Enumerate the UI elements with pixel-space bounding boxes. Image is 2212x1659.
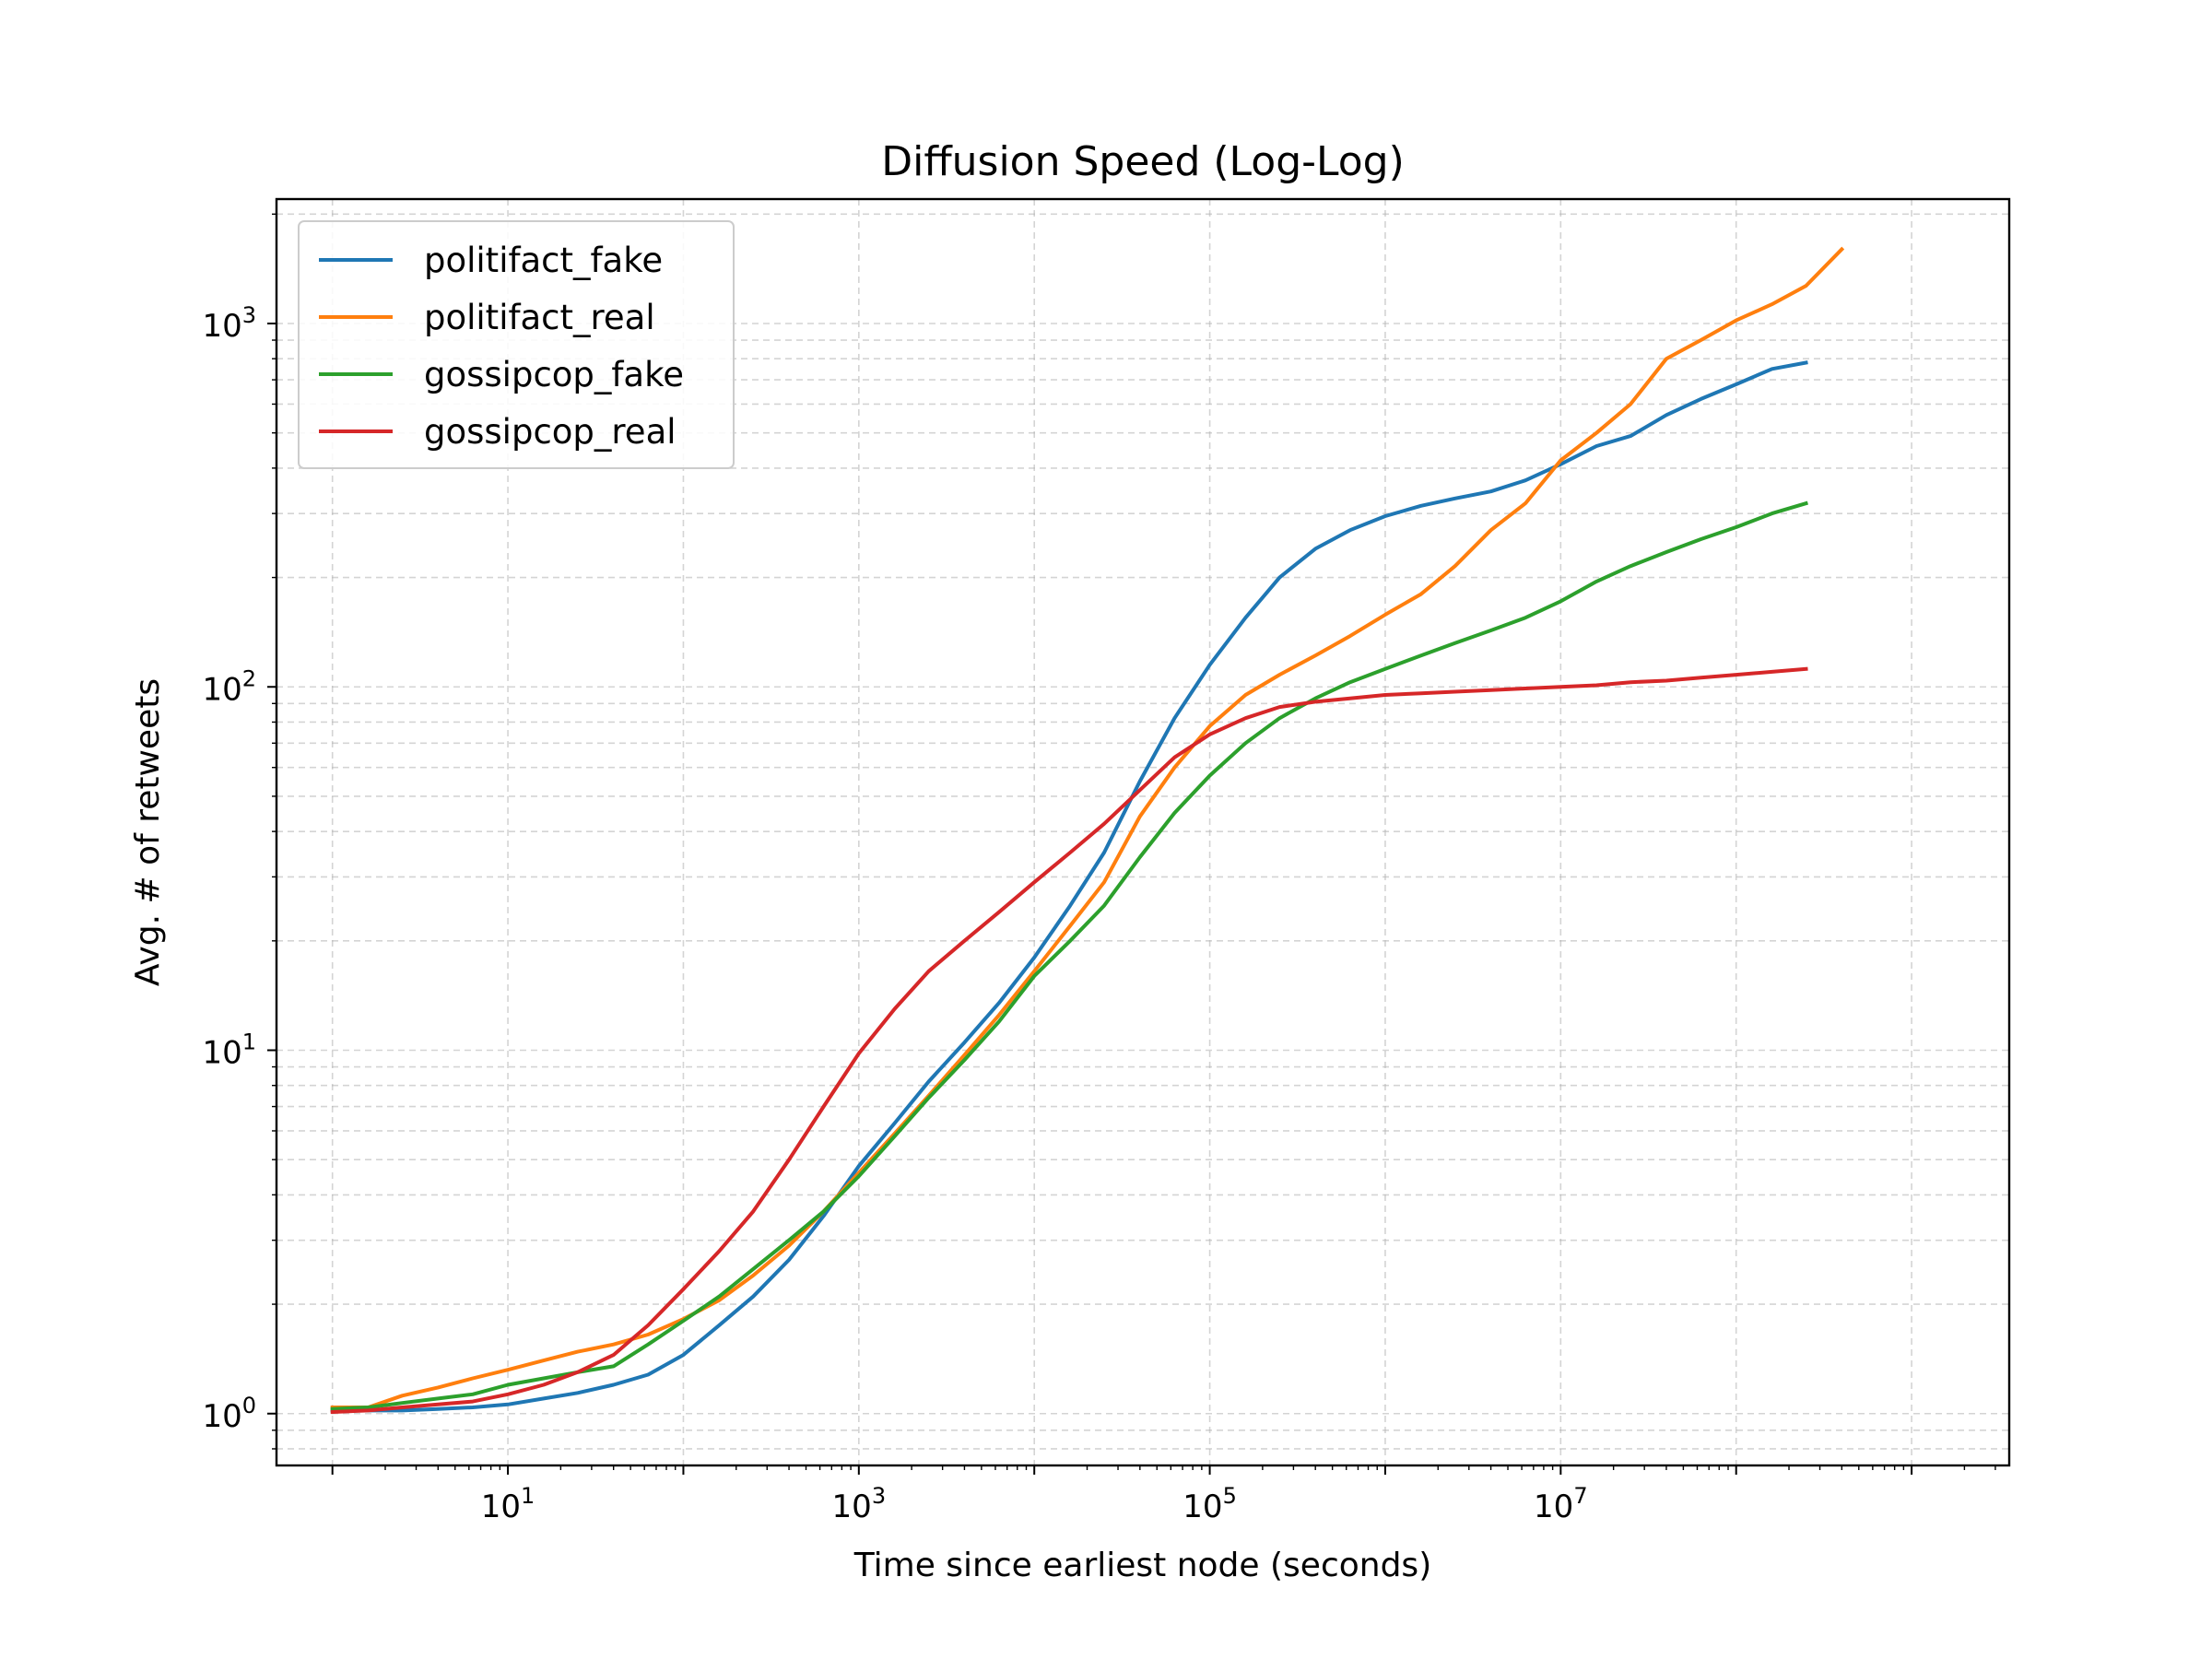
series-line-politifact-fake	[330, 360, 1808, 1413]
legend-label: politifact_fake	[424, 241, 663, 280]
y-axis-label: Avg. # of retweets	[129, 678, 167, 986]
series-line-politifact-real	[330, 246, 1845, 1409]
plot-frame	[275, 197, 2011, 1467]
y-tick-label: 100	[202, 1393, 256, 1435]
legend-label: gossipcop_real	[424, 412, 677, 452]
y-tick-label: 102	[202, 665, 256, 708]
grid-layer	[276, 199, 2009, 1465]
legend-label: politifact_real	[424, 298, 655, 337]
tick-layer: 101 103 105 107 100 101 102 103	[202, 213, 1996, 1525]
x-tick-label: 103	[832, 1483, 887, 1525]
x-tick-label: 101	[481, 1483, 535, 1525]
x-tick-label: 105	[1182, 1483, 1237, 1525]
series-layer	[330, 246, 1845, 1415]
x-tick-label: 107	[1534, 1483, 1588, 1525]
legend: politifact_fake politifact_real gossipcop_…	[298, 220, 735, 469]
x-axis-label: Time since earliest node (seconds)	[853, 1547, 1432, 1584]
series-line-gossipcop-real	[330, 666, 1808, 1415]
chart-title: Diffusion Speed (Log-Log)	[881, 138, 1405, 185]
legend-label: gossipcop_fake	[424, 355, 684, 394]
y-tick-label: 103	[202, 302, 256, 345]
y-tick-label: 101	[202, 1030, 256, 1072]
legend-box	[298, 220, 735, 469]
